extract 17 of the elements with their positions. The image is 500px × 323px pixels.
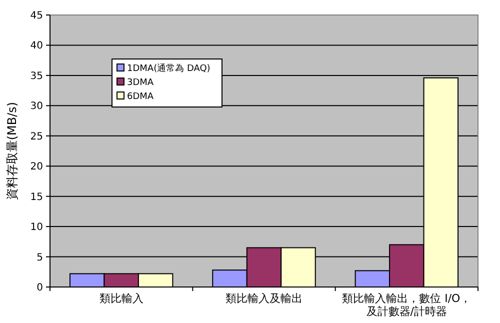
y-tick-label: 20 xyxy=(30,162,43,173)
x-tick-label: 類比輸入輸出，數位 I/O，及計數器/計時器 xyxy=(342,292,472,318)
y-axis-title: 資料存取量(MB/s) xyxy=(5,102,19,200)
y-tick-label: 15 xyxy=(30,192,43,203)
x-tick-label: 類比輸入及輸出 xyxy=(226,292,302,305)
y-tick-label: 5 xyxy=(36,252,43,264)
y-tick-label: 10 xyxy=(30,222,43,234)
legend-label: 1DMA(通常為 DAQ) xyxy=(127,63,210,74)
legend-label: 3DMA xyxy=(127,78,154,88)
x-tick-label: 類比輸入 xyxy=(99,292,144,305)
y-tick-label: 0 xyxy=(36,282,43,294)
legend-label: 6DMA xyxy=(127,92,154,102)
y-tick-label: 35 xyxy=(30,70,43,82)
y-tick-label: 25 xyxy=(30,131,43,142)
y-tick-label: 45 xyxy=(30,10,43,22)
y-tick-label: 30 xyxy=(30,101,43,112)
y-tick-label: 40 xyxy=(30,40,43,52)
